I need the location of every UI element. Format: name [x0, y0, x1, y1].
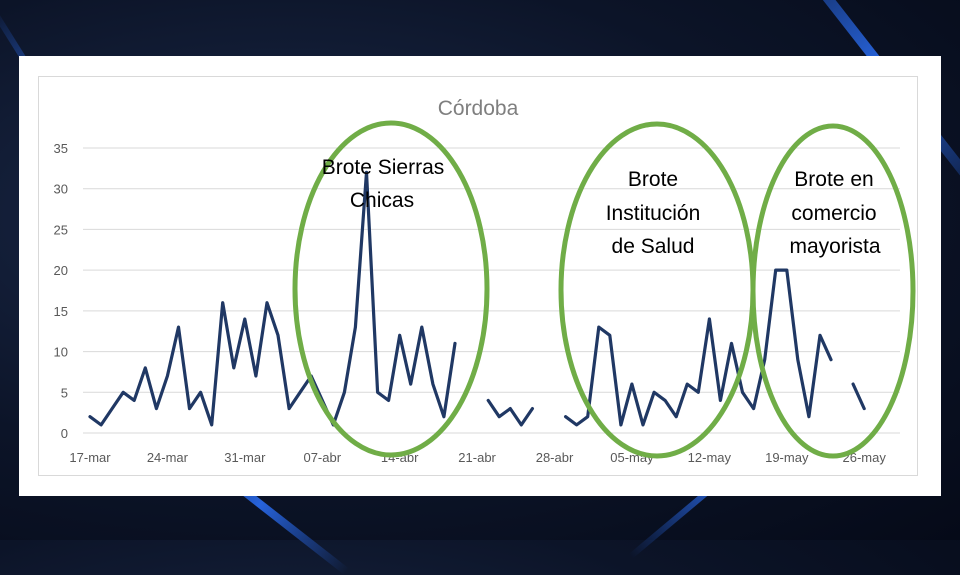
x-tick-label: 24-mar — [147, 450, 189, 465]
annotation-label: mayorista — [789, 235, 880, 258]
highlight-ellipse — [750, 123, 916, 459]
annotation-label: Brote en — [794, 168, 873, 191]
series-line — [563, 268, 833, 427]
chart-area-border — [38, 76, 918, 476]
series-line — [851, 382, 866, 411]
annotation-label: Brote Sierras — [322, 156, 445, 179]
y-tick-label: 25 — [54, 222, 68, 237]
highlight-ellipse — [292, 120, 490, 458]
line-chart: Córdoba 0 5 10 15 20 25 30 35 17-mar 24-mar 31-ma… — [54, 97, 916, 465]
x-tick-label: 12-may — [688, 450, 732, 465]
chart-title: Córdoba — [438, 97, 519, 120]
y-tick-label: 0 — [61, 426, 68, 441]
x-tick-label: 07-abr — [303, 450, 341, 465]
y-tick-label: 35 — [54, 141, 68, 156]
x-tick-label: 31-mar — [224, 450, 266, 465]
x-tick-label: 28-abr — [536, 450, 574, 465]
y-tick-label: 5 — [61, 385, 68, 400]
x-tick-label: 17-mar — [69, 450, 111, 465]
y-tick-label: 10 — [54, 345, 68, 360]
y-tick-label: 20 — [54, 263, 68, 278]
annotation-label: comercio — [791, 202, 876, 225]
series-line — [486, 398, 535, 427]
x-tick-label: 21-abr — [458, 450, 496, 465]
annotation-label: de Salud — [612, 235, 695, 258]
annotation-label: Institución — [606, 202, 701, 225]
x-tick-label: 19-may — [765, 450, 809, 465]
annotation-label: Brote — [628, 168, 678, 191]
y-tick-label: 30 — [54, 182, 68, 197]
series-line — [88, 170, 457, 427]
x-tick-label: 26-may — [843, 450, 887, 465]
y-tick-label: 15 — [54, 304, 68, 319]
annotation-label: Chicas — [350, 189, 414, 212]
